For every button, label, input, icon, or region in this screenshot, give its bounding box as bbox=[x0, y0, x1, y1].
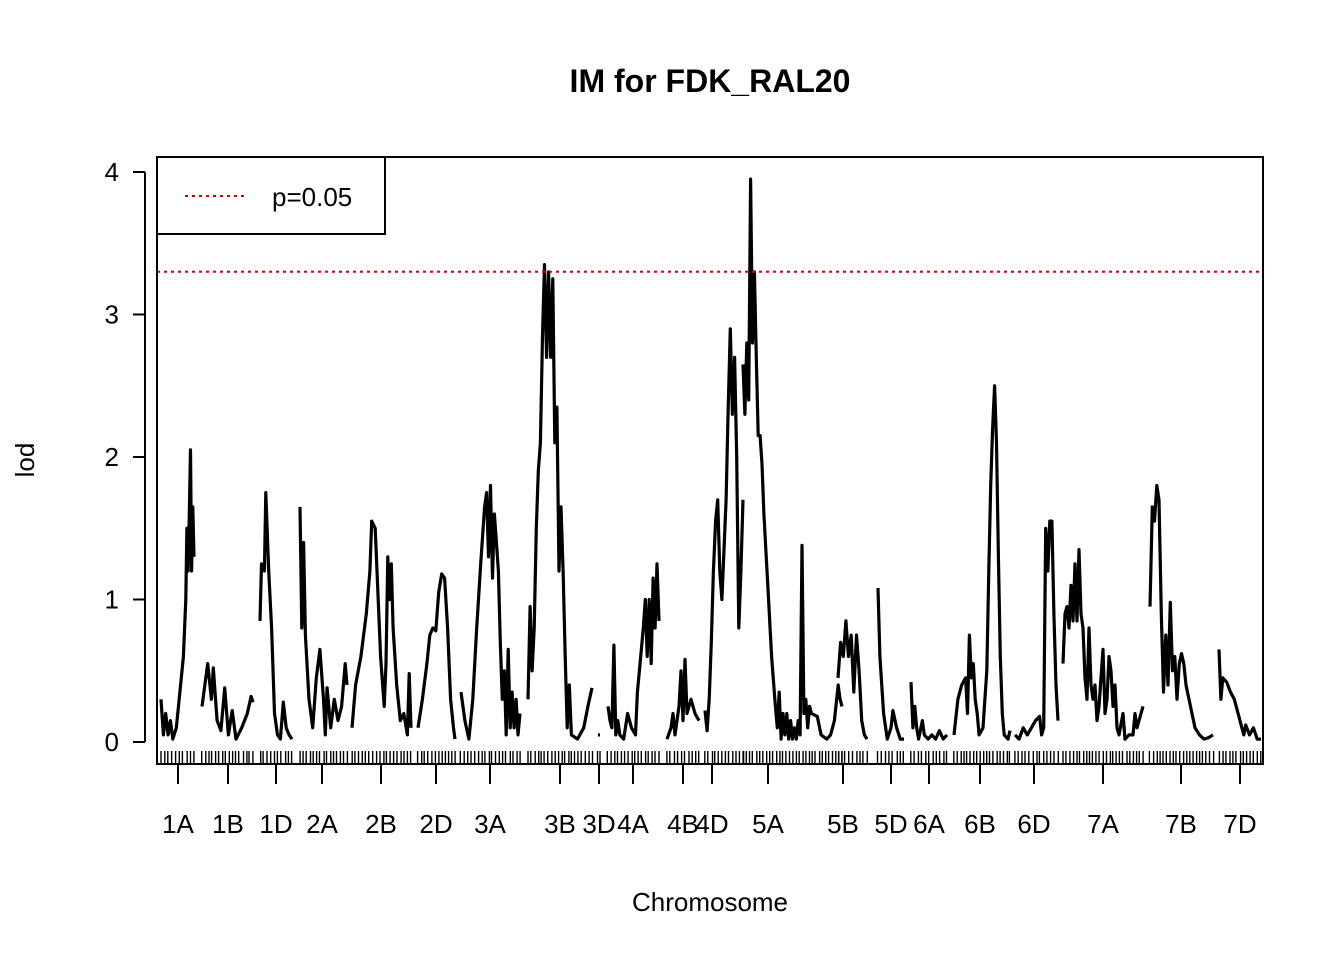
lod-curve-7d bbox=[1217, 649, 1261, 741]
x-tick-label: 5B bbox=[827, 809, 859, 839]
lod-curve-2a bbox=[298, 506, 349, 737]
lod-curve-2b bbox=[350, 519, 413, 737]
x-tick-label: 6D bbox=[1017, 809, 1050, 839]
y-axis-label: lod bbox=[10, 443, 40, 478]
lod-curve-1b bbox=[200, 661, 255, 741]
x-tick-label: 6B bbox=[964, 809, 996, 839]
lod-curve-2d bbox=[416, 572, 457, 740]
lod-curve-4b bbox=[665, 657, 701, 740]
lod-curve-6d bbox=[1013, 519, 1060, 741]
lod-curve-6b bbox=[952, 384, 1012, 741]
y-tick-label: 3 bbox=[105, 300, 119, 330]
legend-label: p=0.05 bbox=[272, 182, 352, 212]
x-tick-label: 3A bbox=[474, 809, 506, 839]
x-tick-label: 1A bbox=[162, 809, 194, 839]
x-tick-label: 4B bbox=[667, 809, 699, 839]
x-tick-label: 3B bbox=[544, 809, 576, 839]
x-tick-label: 6A bbox=[913, 809, 945, 839]
legend: p=0.05 bbox=[156, 156, 386, 235]
lod-curve-5b bbox=[836, 619, 869, 740]
y-tick-label: 1 bbox=[105, 585, 119, 615]
x-tick-label: 4A bbox=[617, 809, 649, 839]
x-tick-label: 2A bbox=[306, 809, 338, 839]
y-tick-label: 0 bbox=[105, 727, 119, 757]
x-tick-label: 7A bbox=[1087, 809, 1119, 839]
x-tick-label: 1D bbox=[259, 809, 292, 839]
lod-curve-7b bbox=[1148, 483, 1214, 741]
y-tick-label: 2 bbox=[105, 442, 119, 472]
lod-curve-1d bbox=[258, 491, 294, 741]
x-tick-label: 5D bbox=[874, 809, 907, 839]
y-axis: 0 1 2 3 4 bbox=[105, 157, 146, 757]
lod-curve-4a bbox=[606, 562, 661, 741]
x-tick-label: 5A bbox=[752, 809, 784, 839]
lod-curve-5a bbox=[741, 177, 844, 741]
y-tick-label: 4 bbox=[105, 157, 119, 187]
lod-curve-7a bbox=[1061, 547, 1145, 741]
lod-curve-4d bbox=[703, 327, 745, 733]
x-tick-label: 1B bbox=[212, 809, 244, 839]
x-tick-label: 2D bbox=[419, 809, 452, 839]
x-tick-label: 3D bbox=[582, 809, 615, 839]
chart-title: IM for FDK_RAL20 bbox=[570, 63, 851, 99]
lod-curve-1a bbox=[159, 448, 196, 741]
x-axis-label: Chromosome bbox=[632, 887, 788, 917]
x-tick-label: 7B bbox=[1165, 809, 1197, 839]
marker-rug bbox=[160, 751, 1262, 763]
lod-curves bbox=[159, 177, 1261, 741]
x-tick-label: 7D bbox=[1223, 809, 1256, 839]
lod-curve-6a bbox=[909, 682, 949, 741]
lod-curve-5d bbox=[876, 588, 904, 741]
x-tick-label: 2B bbox=[365, 809, 397, 839]
lod-curve-3b bbox=[526, 263, 594, 741]
lod-curve-3a bbox=[459, 483, 522, 741]
x-tick-label: 4D bbox=[695, 809, 728, 839]
